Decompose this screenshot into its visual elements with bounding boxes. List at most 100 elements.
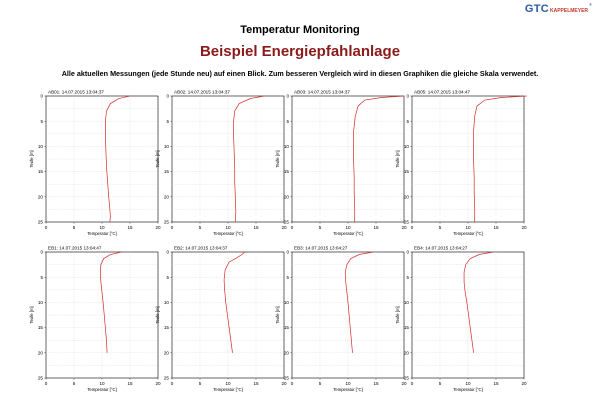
x-tick-label: 5 [439,225,442,230]
y-tick-label: 0 [40,250,43,255]
x-tick-label: 20 [401,381,407,386]
temperature-profile-line [463,251,494,353]
x-tick-label: 0 [45,381,48,386]
x-tick-label: 15 [127,381,133,386]
y-tick-label: 15 [284,325,290,330]
y-tick-label: 0 [406,250,409,255]
y-tick-label: 20 [284,350,290,355]
x-tick-label: 20 [521,381,527,386]
y-axis-label: Teufe [m] [155,150,160,167]
x-tick-label: 20 [281,381,287,386]
logo-brand: GTC [524,3,549,15]
y-tick-label: 10 [38,144,44,149]
y-tick-label: 20 [38,350,44,355]
x-tick-label: 15 [493,225,499,230]
y-tick-label: 20 [404,350,410,355]
x-tick-label: 15 [253,225,259,230]
x-tick-label: 5 [319,225,322,230]
y-tick-label: 20 [404,194,410,199]
x-tick-label: 15 [493,381,499,386]
y-axis-label: Teufe [m] [275,306,280,323]
y-tick-label: 25 [284,220,290,225]
logo-registered-mark: ® [589,2,592,7]
panel-title: AB02: 14.07.2015 13:04:37 [174,90,230,95]
panel-title: EB3: 14.07.2015 13:04:27 [294,246,348,251]
page-title: Temperatur Monitoring [240,24,360,36]
panel-title: AB05: 14.07.2015 13:04:47 [414,90,470,95]
y-tick-label: 0 [286,250,289,255]
x-tick-label: 0 [45,225,48,230]
panel-title: AB03: 14.07.2015 13:04:37 [294,90,350,95]
x-tick-label: 5 [319,381,322,386]
x-tick-label: 15 [253,381,259,386]
x-axis-label: Temperatur [°C] [453,387,482,392]
y-tick-label: 25 [404,376,410,381]
x-tick-label: 20 [155,225,161,230]
x-tick-label: 10 [99,381,105,386]
panel-title: AB01: 14.07.2015 13:04:37 [48,90,104,95]
y-tick-label: 15 [284,169,290,174]
y-tick-label: 5 [40,275,43,280]
y-tick-label: 5 [406,275,409,280]
y-tick-label: 20 [164,194,170,199]
y-tick-label: 10 [404,300,410,305]
x-axis-label: Temperatur [°C] [333,231,362,236]
y-tick-label: 25 [38,376,44,381]
y-tick-label: 25 [38,220,44,225]
y-tick-label: 15 [38,169,44,174]
panel-title: EB2: 14.07.2015 13:04:37 [174,246,228,251]
y-tick-label: 0 [40,94,43,99]
y-tick-label: 0 [166,250,169,255]
logo-subtext: KAPPELMEYER [549,8,589,14]
x-tick-label: 5 [199,225,202,230]
y-tick-label: 25 [404,220,410,225]
x-tick-label: 15 [373,381,379,386]
y-tick-label: 10 [284,300,290,305]
x-tick-label: 5 [73,381,76,386]
temperature-profile-line [105,95,131,223]
y-tick-label: 10 [164,300,170,305]
y-tick-label: 5 [40,119,43,124]
x-tick-label: 10 [345,381,351,386]
y-axis-label: Teufe [m] [275,150,280,167]
x-tick-label: 0 [411,381,414,386]
y-tick-label: 10 [284,144,290,149]
x-tick-label: 15 [373,225,379,230]
y-tick-label: 20 [38,194,44,199]
y-tick-label: 5 [286,275,289,280]
x-tick-label: 20 [521,225,527,230]
temperature-profile-line [233,95,265,223]
y-axis-label: Teufe [m] [395,306,400,323]
page-description: Alle aktuellen Messungen (jede Stunde ne… [61,69,539,78]
temperature-profile-line [473,95,527,222]
x-tick-label: 20 [401,225,407,230]
x-tick-label: 0 [291,225,294,230]
y-tick-label: 5 [166,119,169,124]
x-tick-label: 20 [155,381,161,386]
y-tick-label: 10 [404,144,410,149]
y-tick-label: 5 [406,119,409,124]
y-axis-label: Teufe [m] [29,150,34,167]
x-tick-label: 0 [171,381,174,386]
temperature-profile-line [223,251,246,353]
x-tick-label: 10 [225,381,231,386]
y-tick-label: 25 [164,376,170,381]
x-tick-label: 10 [465,225,471,230]
chart-panel-1: 0 5 10 15 20 0 5 10 15 20 25 AB01: 14.07.2015 13:04… [29,90,161,237]
x-axis-label: Temperatur [°C] [87,231,116,236]
x-tick-label: 5 [199,381,202,386]
y-axis-label: Teufe [m] [395,150,400,167]
y-tick-label: 15 [164,325,170,330]
x-tick-label: 10 [225,225,231,230]
chart-panel-5: 0 5 10 15 20 0 5 10 15 20 25 EB1: 14.07.2015 13:04:… [29,246,161,393]
y-tick-label: 10 [164,144,170,149]
y-tick-label: 5 [166,275,169,280]
y-tick-label: 25 [164,220,170,225]
temperature-profile-line [353,95,405,222]
y-tick-label: 0 [166,94,169,99]
